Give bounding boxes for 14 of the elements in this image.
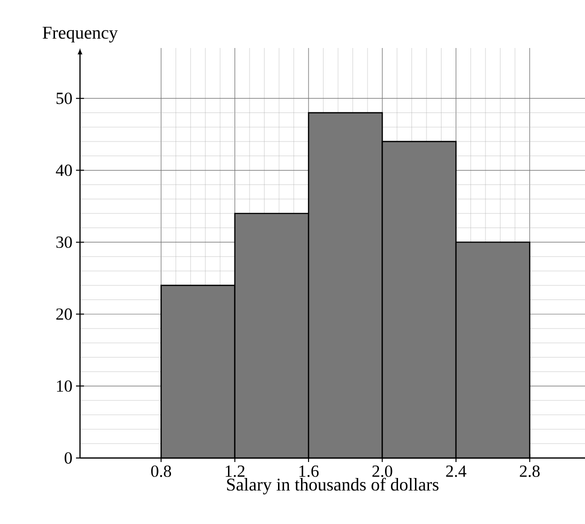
y-tick-label: 20 [56, 308, 72, 320]
y-tick-label: 10 [57, 380, 72, 392]
x-axis-title: Salary in thousands of dollars [227, 478, 438, 494]
x-tick-label: 2.4 [446, 465, 466, 477]
x-tick-label: 1.6 [299, 465, 319, 477]
x-tick-label: 0.8 [151, 465, 172, 477]
x-tick-label: 2.0 [372, 465, 392, 477]
y-tick-label: 30 [56, 236, 72, 248]
x-tick-label: 1.2 [226, 465, 244, 477]
x-tick-label: 2.8 [520, 465, 540, 477]
y-tick-label: 40 [56, 164, 72, 176]
y-tick-label: 0 [64, 452, 72, 464]
y-axis-title: Frequency [42, 26, 118, 42]
y-tick-label: 50 [56, 92, 72, 104]
